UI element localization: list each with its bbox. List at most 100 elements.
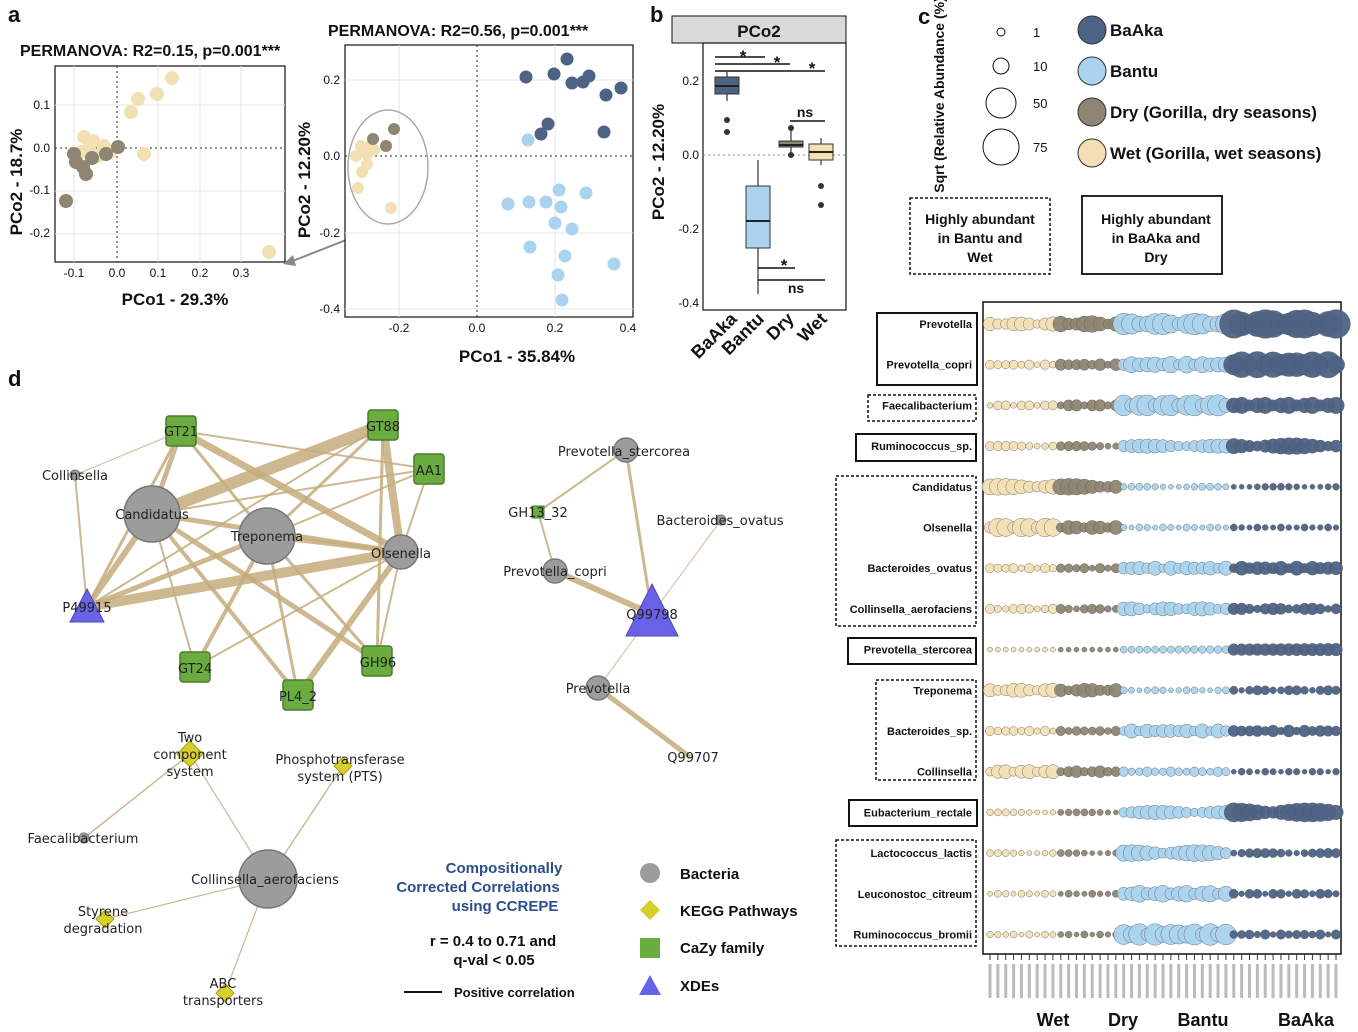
sample-point-dry: [380, 140, 392, 152]
taxon-label: Prevotella: [919, 319, 972, 331]
bubble-Ruminococcus_sp.: [1041, 442, 1049, 450]
box-outlier: [818, 202, 824, 208]
pcoa-right-xtick-4: 0.4: [620, 321, 637, 335]
bubble-Candidatus: [1230, 483, 1237, 490]
bubble-Leuconostoc_citreum: [1238, 890, 1245, 897]
bubble-Olsenella: [1229, 523, 1238, 532]
sample-point-baaka: [597, 125, 611, 139]
bubble-Eubacterium_rectale: [986, 808, 994, 816]
node-label-GT88: GT88: [366, 420, 400, 435]
bubble-Olsenella: [1253, 523, 1262, 532]
sample-label-stub: [1130, 964, 1134, 998]
bubble-Treponema: [1277, 686, 1285, 695]
boxplot-panel: PCo2 * * * ns * ns 0.2 0.0 -0.2 -0.4 PCo…: [649, 15, 847, 362]
bubble-Eubacterium_rectale: [1096, 809, 1104, 816]
bubble-Candidatus: [1168, 484, 1174, 490]
taxon-label: Treponema: [913, 685, 973, 697]
bubble-Lactococcus_lactis: [1057, 849, 1065, 857]
bubble-Ruminococcus_bromii: [1049, 931, 1057, 938]
taxa-labels: Prevotella Prevotella_copri Faecalibacteri…: [850, 319, 973, 942]
cazy-node-AA1: [413, 453, 445, 485]
bubble-Olsenella: [1324, 523, 1332, 532]
bubble-Leuconostoc_citreum: [1041, 890, 1049, 898]
edge-Collinsella-P49915: [74, 474, 88, 608]
sample-label-stub: [1318, 964, 1322, 998]
bubble-Olsenella: [1159, 523, 1167, 532]
sample-point-dry: [388, 123, 400, 135]
bubble-Collinsella: [1278, 769, 1284, 775]
xgroup-wet: Wet: [1037, 1010, 1070, 1030]
bubble-Prevotella_stercorea: [1151, 645, 1159, 654]
sample-point-bantu: [552, 183, 566, 197]
sample-point-bantu: [555, 293, 569, 307]
edge-GT88-GH96: [375, 424, 385, 662]
xde-node-P49915: [69, 587, 105, 623]
taxon-label: Prevotella_copri: [886, 360, 972, 372]
bubble-Leuconostoc_citreum: [1104, 890, 1111, 897]
sample-label-stub: [1192, 964, 1196, 998]
bubble-Collinsella_aerofaciens: [994, 605, 1002, 613]
legend-baaka: BaAka: [1110, 21, 1163, 40]
bubble-Bacteroides_ovatus: [1088, 564, 1096, 572]
sample-point-wet: [262, 245, 276, 259]
bubble-Treponema: [1214, 686, 1222, 694]
node-label-AA1: AA1: [416, 464, 442, 479]
bubble-Collinsella_aerofaciens: [1041, 604, 1050, 613]
sample-label-stub: [1082, 964, 1086, 998]
bubble-Prevotella_stercorea: [1058, 646, 1064, 653]
edge-Olsenella-PL4_2: [295, 550, 404, 697]
bubble-Ruminococcus_sp.: [1104, 442, 1112, 450]
bubble-Collinsella_aerofaciens: [1055, 604, 1066, 614]
sig-label-3: *: [809, 59, 816, 78]
bubble-Collinsella: [1165, 766, 1176, 777]
pcoa-left-xtick-1: -0.1: [64, 266, 85, 280]
bubble-Collinsella: [1231, 768, 1237, 775]
bubble-Bacteroides_sp.: [1330, 725, 1342, 737]
bubble-Treponema: [1207, 687, 1213, 693]
bubble-Prevotella_copri: [1017, 360, 1026, 369]
network-labels: GT21 GT88 AA1 Collinsella Candidatus Treponem…: [28, 420, 784, 1009]
network-nodes: [69, 409, 727, 1003]
bubble-Prevotella_stercorea: [1065, 646, 1072, 653]
bubble-Bacteroides_ovatus: [1048, 564, 1057, 573]
sample-point-baaka: [534, 127, 548, 141]
bacteria-node-Prevotella_stercorea: [613, 437, 639, 463]
bubble-Collinsella_aerofaciens: [1016, 603, 1027, 614]
bubble-Ruminococcus_bromii: [1034, 931, 1040, 938]
bubble-Treponema: [1291, 685, 1302, 696]
bubble-Prevotella_copri: [1008, 359, 1019, 370]
sample-label-stub: [1098, 964, 1102, 998]
bubble-Prevotella_copri: [1327, 355, 1345, 374]
bubble-Ruminococcus_bromii: [1299, 929, 1310, 940]
bubble-Prevotella_stercorea: [1097, 646, 1103, 653]
edge-Olsenella-GH96: [376, 551, 402, 662]
node-label-Faecalibacterium: Faecalibacterium: [28, 832, 139, 847]
bubble-Treponema: [1309, 687, 1316, 694]
sample-label-stub: [1051, 964, 1055, 998]
bubble-Lactococcus_lactis: [1307, 848, 1317, 858]
bubble-Collinsella: [1221, 767, 1231, 777]
bubble-Olsenella: [1293, 524, 1300, 531]
bubble-Prevotella_stercorea: [1143, 645, 1152, 654]
box-outlier: [818, 183, 824, 189]
bubble-Leuconostoc_citreum: [1064, 890, 1073, 898]
bubble-Olsenella: [1238, 524, 1245, 531]
sample-label-stub: [1145, 964, 1149, 998]
sample-label-stub: [1059, 964, 1063, 998]
bubble-Ruminococcus_bromii: [1002, 931, 1009, 938]
bubble-Olsenella: [1191, 524, 1198, 531]
bubble-Leuconostoc_citreum: [1285, 890, 1293, 898]
edge-GT88-P49915: [86, 424, 384, 608]
bubble-Bacteroides_ovatus: [1033, 564, 1041, 572]
bubble-Collinsella: [1151, 767, 1160, 776]
sample-label-stub: [1287, 964, 1291, 998]
bubble-Prevotella_stercorea: [1190, 645, 1199, 654]
bubble-Olsenella: [1262, 524, 1269, 531]
sample-point-baaka: [599, 88, 613, 102]
sample-label-stub: [1240, 964, 1244, 998]
pcoa-right-plot: PERMANOVA: R2=0.56, p=0.001*** 0.2 0.0 -…: [295, 23, 637, 366]
bubble-Leuconostoc_citreum: [1034, 891, 1040, 897]
bubble-Collinsella_aerofaciens: [1324, 605, 1332, 613]
bacteria-node-Faecalibacterium: [78, 832, 90, 844]
